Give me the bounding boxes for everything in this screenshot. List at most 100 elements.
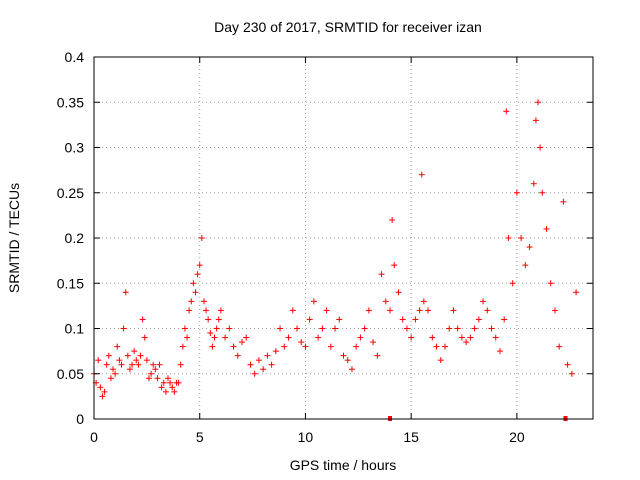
data-point (205, 316, 212, 323)
data-point (471, 325, 478, 332)
data-point (95, 357, 102, 364)
data-point (289, 307, 296, 314)
data-point (129, 361, 136, 368)
data-point (184, 334, 191, 341)
data-point (234, 352, 241, 359)
data-point (484, 307, 491, 314)
data-point (327, 343, 334, 350)
data-point (463, 339, 470, 346)
data-point (160, 379, 167, 386)
data-point (501, 316, 508, 323)
axis-ticks (93, 56, 593, 420)
data-point (370, 339, 377, 346)
data-point (143, 357, 150, 364)
data-point (433, 343, 440, 350)
y-tick-label: 0.35 (57, 94, 84, 110)
data-point (503, 108, 510, 115)
data-point (137, 352, 144, 359)
data-point (181, 325, 188, 332)
data-point (475, 316, 482, 323)
data-point (454, 325, 461, 332)
data-point (251, 370, 258, 377)
data-point (315, 334, 322, 341)
y-tick-label: 0.05 (57, 366, 84, 382)
y-tick-label: 0.3 (65, 140, 85, 156)
data-point (560, 198, 567, 205)
x-tick-label: 10 (298, 429, 314, 445)
data-point (293, 325, 300, 332)
data-point (556, 343, 563, 350)
data-point (190, 280, 197, 287)
data-point (281, 343, 288, 350)
data-point (496, 348, 503, 355)
y-tick-label: 0.25 (57, 185, 84, 201)
data-point (437, 357, 444, 364)
data-point (441, 343, 448, 350)
data-point (365, 307, 372, 314)
data-point (408, 334, 415, 341)
data-point (230, 343, 237, 350)
data-point (277, 325, 284, 332)
data-point (353, 343, 360, 350)
data-point (131, 348, 138, 355)
data-point (165, 375, 172, 382)
data-point (458, 334, 465, 341)
data-point (243, 334, 250, 341)
data-point (573, 289, 580, 296)
data-point (222, 334, 229, 341)
data-point (139, 316, 146, 323)
data-point (416, 307, 423, 314)
data-point (319, 325, 326, 332)
data-point (264, 352, 271, 359)
data-point (169, 384, 176, 391)
data-point (213, 325, 220, 332)
data-point (298, 339, 305, 346)
y-tick-label: 0.15 (57, 275, 84, 291)
data-point (215, 316, 222, 323)
data-point (116, 357, 123, 364)
y-tick-label: 0.4 (65, 49, 85, 65)
data-point (118, 361, 125, 368)
data-point (310, 298, 317, 305)
data-point (332, 325, 339, 332)
data-point (122, 289, 129, 296)
data-point (306, 316, 313, 323)
data-point (488, 325, 495, 332)
data-point (323, 307, 330, 314)
data-point (535, 99, 542, 106)
data-point (378, 271, 385, 278)
data-point (175, 379, 182, 386)
data-point (239, 339, 246, 346)
x-tick-label: 0 (90, 429, 98, 445)
data-point (156, 361, 163, 368)
data-point (399, 316, 406, 323)
data-point (446, 325, 453, 332)
data-point (112, 370, 119, 377)
data-point (374, 352, 381, 359)
data-point (226, 325, 233, 332)
data-point (429, 334, 436, 341)
data-point (302, 343, 309, 350)
x-tick-label: 20 (509, 429, 525, 445)
data-point (450, 307, 457, 314)
data-point (158, 384, 165, 391)
data-point (551, 307, 558, 314)
data-point (179, 343, 186, 350)
data-point (97, 384, 104, 391)
data-point (103, 361, 110, 368)
data-point (509, 280, 516, 287)
data-point (518, 235, 525, 241)
data-point (192, 289, 199, 296)
data-point (357, 334, 364, 341)
data-point (285, 334, 292, 341)
data-point (420, 298, 427, 305)
data-point (513, 189, 520, 196)
chart-title: Day 230 of 2017, SRMTID for receiver iza… (214, 19, 482, 35)
data-point (344, 357, 351, 364)
x-tick-label: 15 (403, 429, 419, 445)
data-point (124, 352, 131, 359)
y-tick-label: 0 (76, 411, 84, 427)
data-point (186, 307, 193, 314)
